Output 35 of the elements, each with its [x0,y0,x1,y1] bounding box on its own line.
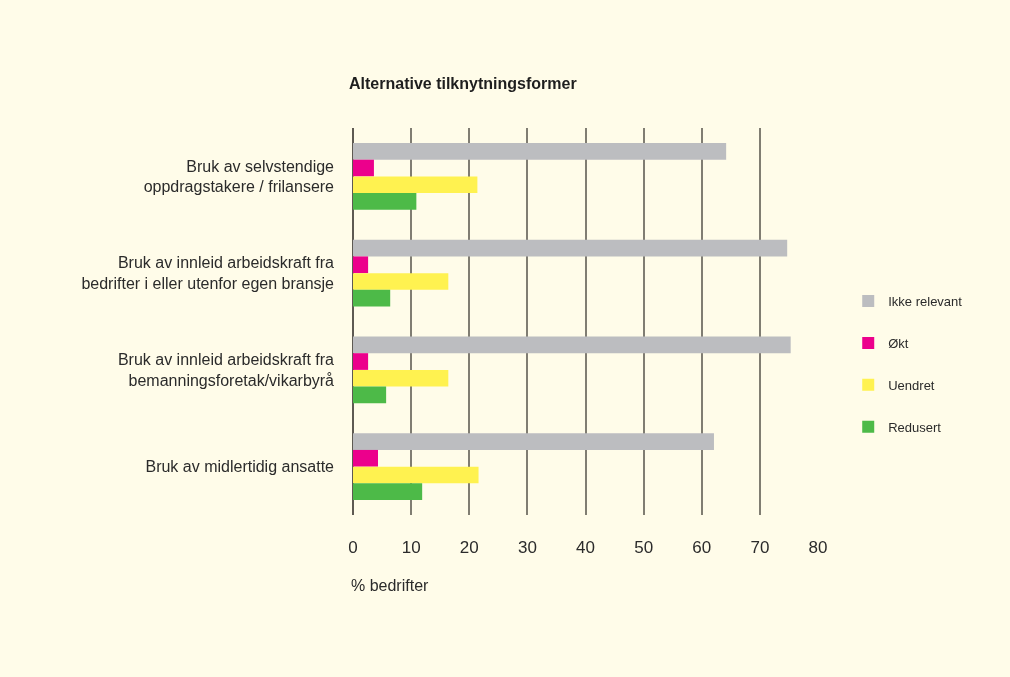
x-axis-title: % bedrifter [351,577,430,594]
bar [353,369,449,387]
x-tick-label: 20 [459,538,479,557]
legend-label: Økt [888,335,909,351]
bar [353,336,791,354]
bar [353,159,374,177]
bar [353,273,449,290]
bar [353,289,391,307]
x-tick-label: 30 [517,538,537,557]
bar [353,449,378,467]
bar [353,466,479,484]
bar [353,386,387,404]
bar [353,143,727,160]
chart-title: Alternative tilknytningsformer [349,74,577,92]
bar [353,239,788,257]
x-tick-label: 0 [348,538,358,557]
legend-label: Ikke relevant [888,294,963,310]
x-tick-label: 80 [808,538,828,557]
x-tick-label: 70 [750,538,770,557]
legend-label: Uendret [888,377,935,393]
bar [353,433,714,450]
x-tick-label: 10 [401,538,421,557]
bar [353,176,478,194]
y-tick-label: Bruk av innleid arbeidskraft fra bemanningsforetak/vikarbyrå [117,351,335,389]
x-tick-label: 40 [576,538,595,557]
bar [353,193,417,210]
bar [353,256,369,274]
bar [353,483,423,500]
bar [353,353,369,370]
x-tick-label: 60 [692,538,712,557]
y-tick-label: Bruk av selvstendige oppdragstakere / frilansere [143,157,335,196]
y-tick-label: Bruk av innleid arbeidskraft fra bedrifter i eller utenfor egen bransje [81,254,335,293]
x-tick-label: 50 [634,538,654,557]
y-tick-label: Bruk av midlertidig ansatte [145,458,335,476]
legend-label: Redusert [888,419,942,435]
